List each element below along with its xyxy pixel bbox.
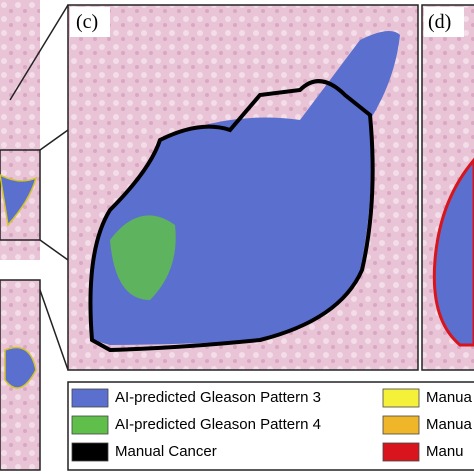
left-panels [0, 0, 69, 471]
legend-label: Manual Cancer [115, 443, 217, 460]
panel-c [68, 5, 418, 370]
legend-label: Manua [426, 416, 473, 433]
panel-label: (c) [76, 11, 98, 33]
label-bg [424, 7, 464, 37]
panel-label: (d) [428, 11, 451, 33]
legend-label: Manu [426, 443, 464, 460]
label-bg [70, 7, 110, 37]
legend: AI-predicted Gleason Pattern 3 AI-predict… [71, 388, 473, 462]
legend-swatch [71, 415, 109, 435]
legend-label: AI-predicted Gleason Pattern 3 [115, 389, 321, 406]
legend-swatch [71, 388, 109, 408]
panel-c-frame [67, 4, 419, 371]
panel-d-region [432, 157, 474, 347]
legend-swatch [382, 442, 420, 462]
legend-swatch [382, 388, 420, 408]
legend-label: AI-predicted Gleason Pattern 4 [115, 416, 321, 433]
legend-swatch [382, 415, 420, 435]
legend-swatch [71, 442, 109, 462]
legend-label: Manua [426, 389, 473, 406]
